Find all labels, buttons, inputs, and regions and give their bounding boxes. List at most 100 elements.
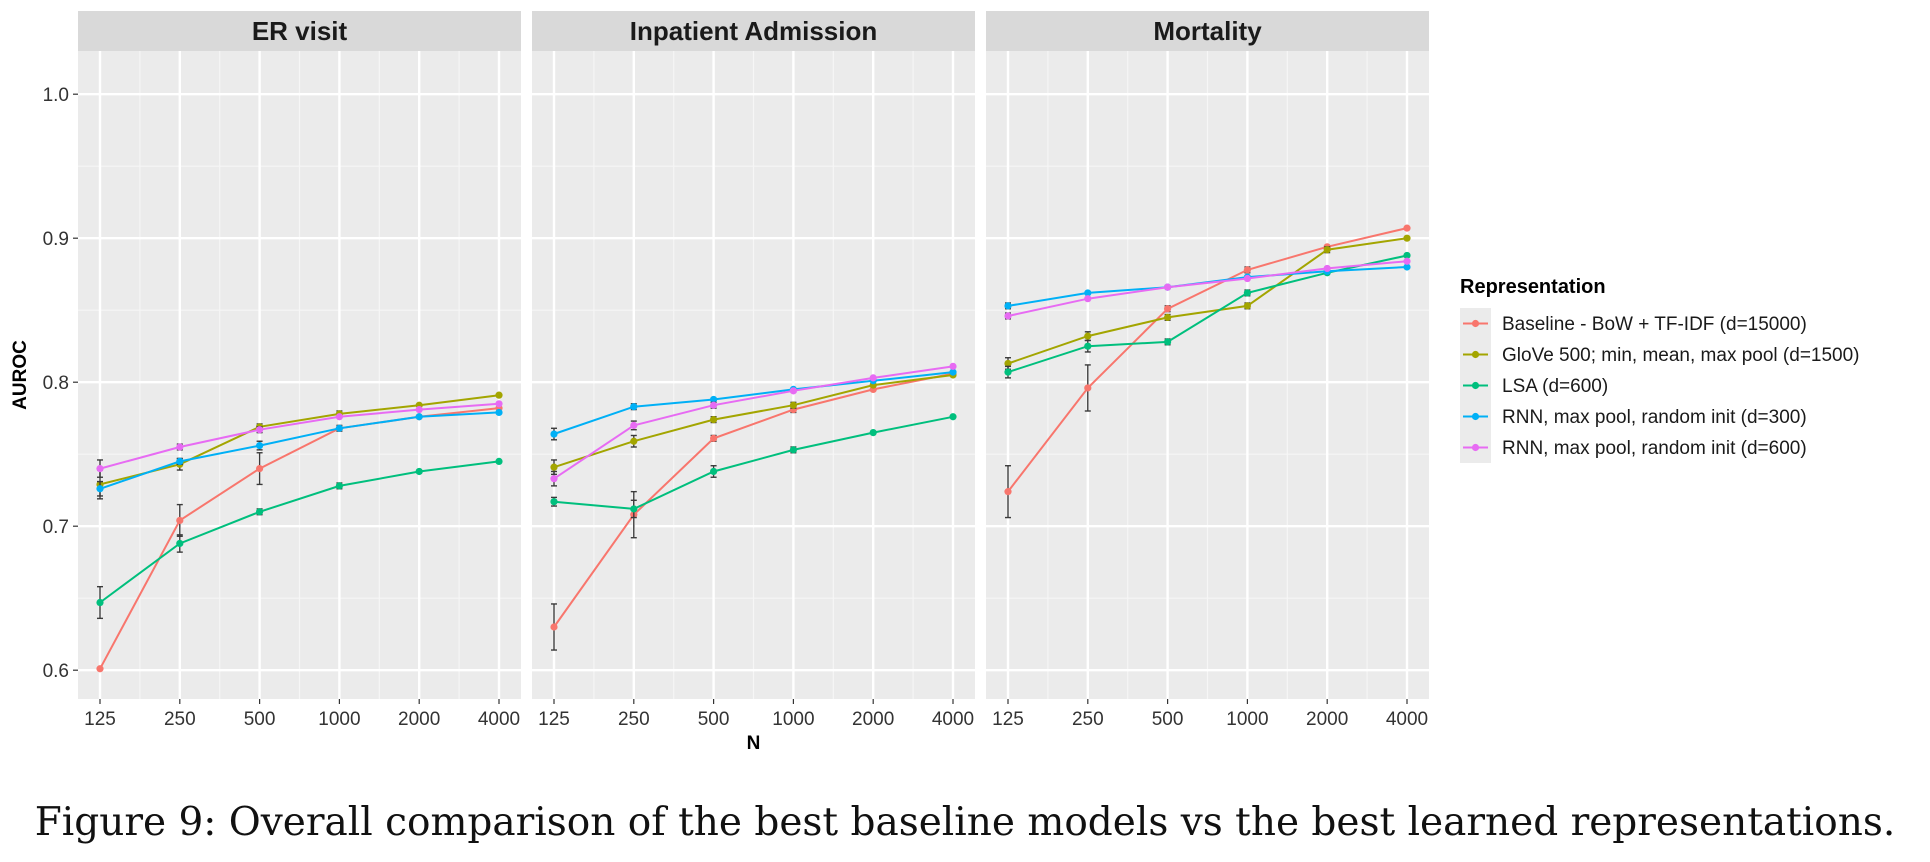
data-point <box>1004 368 1012 376</box>
data-point <box>1164 313 1172 321</box>
data-point <box>710 434 718 442</box>
facet-title: Inpatient Admission <box>630 16 878 46</box>
series-line <box>99 402 500 470</box>
x-tick-label: 125 <box>538 709 570 730</box>
data-point <box>96 665 104 673</box>
facet-strip <box>532 11 975 51</box>
legend-key-point <box>1471 412 1480 421</box>
data-point <box>1084 384 1092 392</box>
facet-title: ER visit <box>252 16 348 46</box>
data-point <box>1403 224 1411 232</box>
legend-label: RNN, max pool, random init (d=600) <box>1502 438 1807 459</box>
y-tick-label: 0.7 <box>43 517 69 538</box>
data-point <box>1004 302 1012 310</box>
data-point <box>550 463 558 471</box>
data-point <box>96 485 104 493</box>
data-point <box>789 401 798 409</box>
data-point <box>415 413 423 421</box>
data-point <box>1403 251 1411 260</box>
data-point <box>1164 283 1172 291</box>
y-axis-title: AUROC <box>10 340 31 410</box>
legend-label: GloVe 500; min, mean, max pool (d=1500) <box>1502 345 1860 366</box>
data-point <box>96 465 104 473</box>
legend-key-point <box>1471 319 1480 328</box>
series-line <box>1007 260 1408 317</box>
data-point <box>789 446 798 454</box>
legend-key-point <box>1471 350 1480 359</box>
data-point <box>789 387 798 395</box>
series-line <box>553 365 954 480</box>
y-tick-label: 0.9 <box>43 229 69 250</box>
data-point <box>1403 263 1411 271</box>
legend-title: Representation <box>1460 276 1606 298</box>
x-tick-label: 4000 <box>932 709 974 730</box>
data-point <box>335 413 343 421</box>
data-point <box>1084 332 1092 340</box>
data-point <box>630 403 638 411</box>
data-point <box>1323 246 1331 254</box>
y-tick-label: 0.6 <box>43 661 69 682</box>
x-tick-label: 250 <box>164 709 196 730</box>
data-point <box>1004 359 1012 368</box>
data-point <box>550 430 558 438</box>
data-point <box>176 457 184 465</box>
series-line <box>553 371 954 435</box>
data-point <box>1243 274 1251 283</box>
x-tick-label: 2000 <box>852 709 894 730</box>
legend-label: RNN, max pool, random init (d=300) <box>1502 407 1807 428</box>
x-tick-label: 500 <box>1152 709 1184 730</box>
x-tick-label: 4000 <box>478 709 520 730</box>
series-line <box>553 372 954 628</box>
x-tick-label: 500 <box>698 709 730 730</box>
data-point <box>1004 488 1012 496</box>
data-point <box>1243 289 1251 297</box>
x-tick-label: 1000 <box>318 709 360 730</box>
data-point <box>1403 234 1411 242</box>
data-point <box>256 426 264 434</box>
x-tick-label: 500 <box>244 709 276 730</box>
data-point <box>949 362 957 370</box>
facet-strip <box>78 11 521 51</box>
data-point <box>630 505 638 513</box>
data-point <box>256 441 264 450</box>
data-point <box>949 368 957 376</box>
data-point <box>630 437 638 445</box>
data-point <box>710 467 718 476</box>
figure-caption: Figure 9: Overall comparison of the best… <box>34 800 1896 845</box>
faceted-line-chart: ER visit 125 250 500 1000 2000 4000 Inpatient A… <box>10 11 1860 754</box>
legend-key-point <box>1471 381 1480 390</box>
data-point <box>710 416 718 424</box>
data-point <box>1164 338 1172 346</box>
series-line <box>99 411 500 490</box>
series-line <box>553 374 954 469</box>
data-point <box>1403 257 1411 265</box>
x-tick-label: 2000 <box>398 709 440 730</box>
data-point <box>550 498 558 506</box>
data-point <box>176 443 184 451</box>
x-tick-label: 1000 <box>1226 709 1268 730</box>
x-tick-label: 4000 <box>1386 709 1428 730</box>
legend-label: LSA (d=600) <box>1502 376 1608 397</box>
data-point <box>335 482 343 490</box>
data-point <box>415 405 423 414</box>
x-tick-label: 250 <box>618 709 650 730</box>
series-line <box>1007 227 1408 493</box>
data-point <box>1323 264 1331 273</box>
data-point <box>710 395 718 404</box>
data-point <box>710 401 718 409</box>
legend-key-point <box>1471 443 1480 452</box>
data-point <box>495 457 503 465</box>
data-point <box>256 465 264 473</box>
data-point <box>176 539 184 548</box>
data-point <box>1084 289 1092 297</box>
series-line <box>553 415 954 510</box>
data-point <box>1004 312 1012 320</box>
data-point <box>630 421 638 429</box>
data-point <box>869 374 877 382</box>
data-point <box>495 400 503 408</box>
x-tick-label: 125 <box>84 709 116 730</box>
data-point <box>495 391 503 399</box>
data-point <box>1243 302 1251 310</box>
series-line <box>99 460 500 604</box>
data-point <box>1243 266 1251 274</box>
